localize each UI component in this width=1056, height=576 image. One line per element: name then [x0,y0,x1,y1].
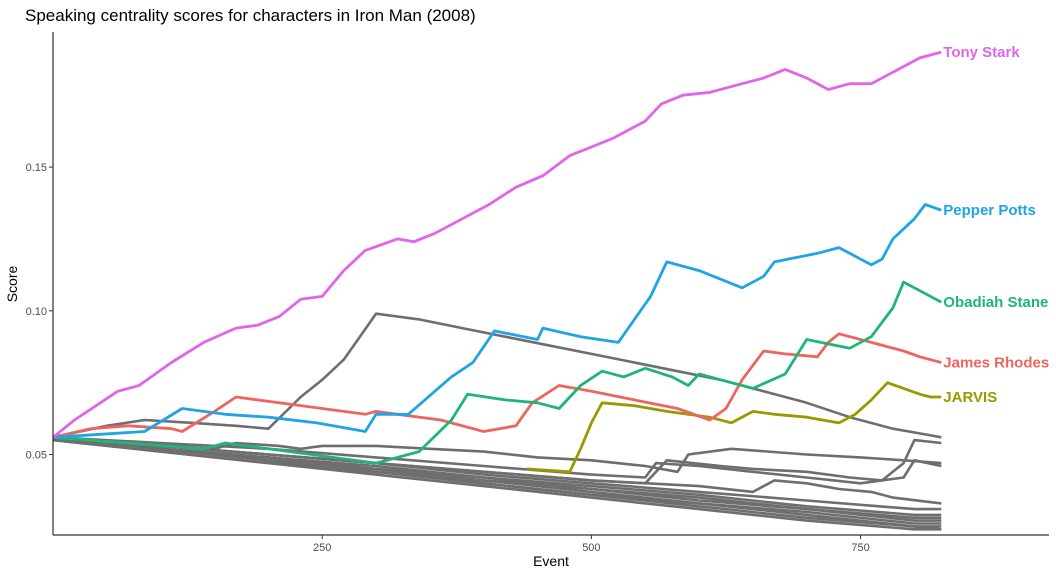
x-tick-label-750: 750 [851,542,869,554]
series-line-james-rhodes [52,332,942,439]
series-line-obadiah-stane [52,280,942,465]
plot-area: Tony Stark Pepper Potts Obadiah Stane James… [52,44,1049,531]
x-tick-label-500: 500 [582,542,600,554]
background-series-line-13 [52,438,942,531]
background-series-group [52,312,942,531]
y-tick-label-1: 0.10 [26,306,47,318]
background-series-line-8 [52,436,942,520]
x-tick-label-250: 250 [313,542,331,554]
series-label-obadiah-stane: Obadiah Stane [943,294,1048,311]
series-line-jarvis [526,381,942,474]
series-line-tony-stark [52,50,942,439]
y-tick-group: 0.05 0.10 0.15 [26,162,53,462]
background-series-line-2 [52,436,942,474]
y-axis-label: Score [4,266,20,303]
background-series-line-1 [52,312,942,439]
series-label-tony-stark: Tony Stark [943,44,1020,61]
x-axis-label: Event [533,553,569,569]
x-tick-group: 250 500 750 [313,535,870,554]
y-tick-label-2: 0.15 [26,162,47,174]
series-label-jarvis: JARVIS [943,389,997,406]
series-label-group: Tony Stark Pepper Potts Obadiah Stane James… [943,44,1049,406]
highlighted-series-group [52,50,942,474]
y-tick-label-0: 0.05 [26,450,47,462]
series-line-pepper-potts [52,203,942,439]
series-label-pepper-potts: Pepper Potts [943,202,1036,219]
background-series-line-3 [52,436,942,485]
background-series-line-6 [52,436,942,511]
chart-title: Speaking centrality scores for character… [25,6,476,25]
series-label-james-rhodes: James Rhodes [943,355,1049,372]
